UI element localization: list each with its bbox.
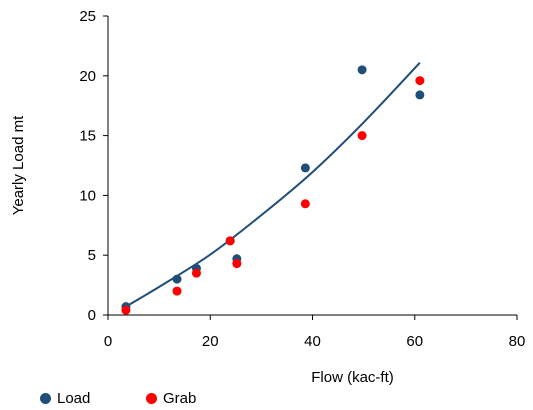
legend-item-grab: Grab — [146, 390, 196, 407]
data-point-grab — [172, 286, 182, 296]
x-tick-label: 20 — [202, 333, 219, 350]
y-tick-label: 5 — [88, 247, 96, 264]
x-tick-label: 0 — [104, 333, 112, 350]
data-point-load — [415, 90, 425, 100]
scatter-chart: 0 5 10 15 20 25 0 20 40 60 80 Yearly Load mt Flow… — [10, 8, 526, 386]
y-axis-title: Yearly Load mt — [10, 115, 27, 215]
x-ticks: 0 20 40 60 80 — [104, 315, 526, 350]
data-point-grab — [121, 305, 131, 315]
legend-label: Grab — [163, 390, 197, 407]
data-point-grab — [415, 76, 425, 86]
y-tick-label: 10 — [79, 187, 96, 204]
x-tick-label: 80 — [509, 333, 526, 350]
legend-label: Load — [57, 390, 91, 407]
data-point-grab — [300, 199, 310, 209]
data-point-grab — [357, 131, 367, 141]
legend: Load Grab — [0, 390, 533, 410]
legend-marker-icon — [146, 393, 157, 404]
data-point-grab — [225, 236, 235, 246]
y-ticks: 0 5 10 15 20 25 — [79, 8, 108, 324]
trendline — [125, 61, 421, 308]
data-point-load — [172, 274, 182, 284]
y-tick-label: 15 — [79, 128, 96, 145]
x-axis-title: Flow (kac-ft) — [311, 369, 394, 386]
data-point-load — [300, 163, 310, 173]
legend-item-load: Load — [40, 390, 90, 407]
data-point-load — [357, 65, 367, 75]
legend-marker-icon — [40, 393, 51, 404]
y-tick-label: 25 — [79, 8, 96, 25]
data-points — [121, 65, 425, 315]
y-tick-label: 20 — [79, 68, 96, 85]
data-point-grab — [191, 268, 201, 278]
x-tick-label: 40 — [304, 333, 321, 350]
data-point-grab — [232, 259, 242, 269]
y-tick-label: 0 — [88, 307, 96, 324]
x-tick-label: 60 — [406, 333, 423, 350]
